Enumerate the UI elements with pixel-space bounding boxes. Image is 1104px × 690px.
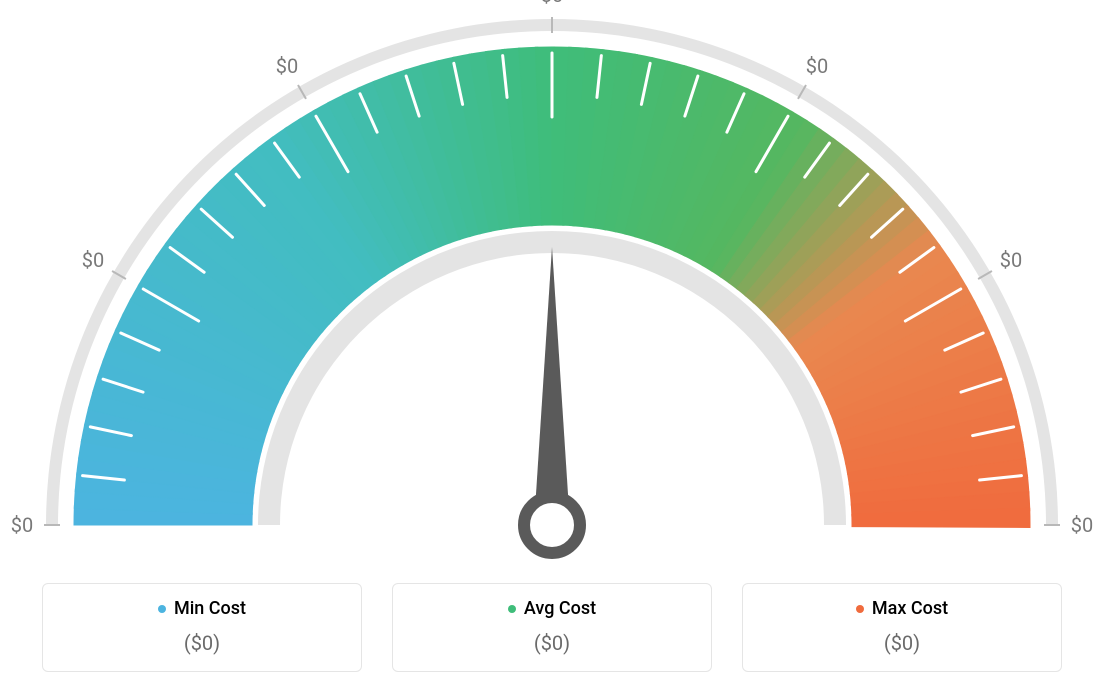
legend-value-max: ($0) — [753, 631, 1051, 655]
legend-title-min: Min Cost — [158, 598, 246, 619]
legend-title-avg: Avg Cost — [508, 598, 596, 619]
legend-card-min: Min Cost ($0) — [42, 583, 362, 673]
legend-label-avg: Avg Cost — [524, 598, 596, 619]
gauge-tick-label: $0 — [806, 54, 828, 78]
legend-dot-max — [856, 605, 864, 613]
gauge-tick-label: $0 — [1000, 248, 1022, 272]
legend-label-max: Max Cost — [872, 598, 948, 619]
gauge-tick-label: $0 — [82, 248, 104, 272]
legend-dot-avg — [508, 605, 516, 613]
legend-row: Min Cost ($0) Avg Cost ($0) Max Cost ($0… — [0, 583, 1104, 673]
legend-title-max: Max Cost — [856, 598, 948, 619]
legend-dot-min — [158, 605, 166, 613]
legend-value-min: ($0) — [53, 631, 351, 655]
legend-card-max: Max Cost ($0) — [742, 583, 1062, 673]
gauge-tick-label: $0 — [11, 513, 33, 537]
legend-label-min: Min Cost — [174, 598, 246, 619]
legend-value-avg: ($0) — [403, 631, 701, 655]
gauge-chart: $0$0$0$0$0$0$0 — [22, 0, 1082, 560]
gauge-tick-label: $0 — [541, 0, 563, 7]
gauge-tick-label: $0 — [1071, 513, 1093, 537]
gauge-tick-label: $0 — [276, 54, 298, 78]
legend-card-avg: Avg Cost ($0) — [392, 583, 712, 673]
gauge-svg — [22, 0, 1082, 560]
